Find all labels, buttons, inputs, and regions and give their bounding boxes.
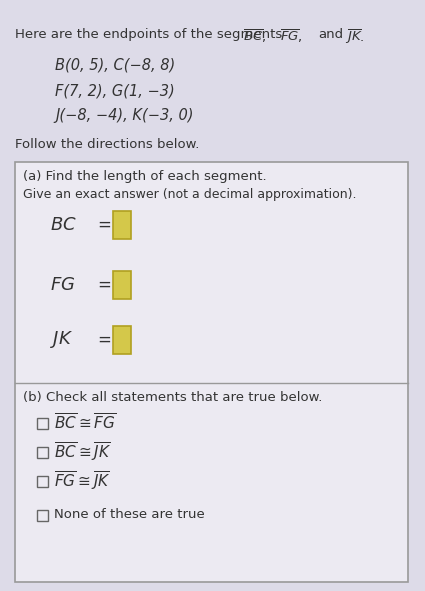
Text: =: = (97, 331, 111, 349)
Bar (37, 509, 48, 521)
FancyBboxPatch shape (113, 271, 131, 299)
Text: $FG$: $FG$ (50, 276, 75, 294)
Text: None of these are true: None of these are true (54, 508, 205, 521)
Text: $\overline{JK}$.: $\overline{JK}$. (345, 28, 365, 46)
Text: F(7, 2), G(1, −3): F(7, 2), G(1, −3) (55, 83, 175, 98)
Text: Here are the endpoints of the segments: Here are the endpoints of the segments (15, 28, 286, 41)
Text: (b) Check all statements that are true below.: (b) Check all statements that are true b… (23, 391, 323, 404)
Text: $\overline{FG}$,: $\overline{FG}$, (280, 28, 303, 46)
Text: =: = (97, 276, 111, 294)
Text: Give an exact answer (not a decimal approximation).: Give an exact answer (not a decimal appr… (23, 188, 357, 201)
Bar (37, 476, 48, 486)
Text: and: and (318, 28, 343, 41)
FancyBboxPatch shape (15, 162, 408, 582)
Text: =: = (97, 216, 111, 234)
Text: J(−8, −4), K(−3, 0): J(−8, −4), K(−3, 0) (55, 108, 193, 123)
Text: Follow the directions below.: Follow the directions below. (15, 138, 199, 151)
Text: $BC$: $BC$ (50, 216, 77, 234)
Text: $JK$: $JK$ (50, 330, 73, 350)
Text: $\overline{BC}$,: $\overline{BC}$, (243, 28, 266, 46)
Text: B(0, 5), C(−8, 8): B(0, 5), C(−8, 8) (55, 58, 175, 73)
FancyBboxPatch shape (113, 211, 131, 239)
Text: $\overline{FG} \cong \overline{JK}$: $\overline{FG} \cong \overline{JK}$ (54, 469, 111, 492)
Bar (37, 417, 48, 428)
Text: $\overline{BC} \cong \overline{JK}$: $\overline{BC} \cong \overline{JK}$ (54, 440, 111, 463)
Bar (37, 446, 48, 457)
Text: (a) Find the length of each segment.: (a) Find the length of each segment. (23, 170, 266, 183)
Text: $\overline{BC} \cong \overline{FG}$: $\overline{BC} \cong \overline{FG}$ (54, 413, 116, 433)
FancyBboxPatch shape (113, 326, 131, 354)
